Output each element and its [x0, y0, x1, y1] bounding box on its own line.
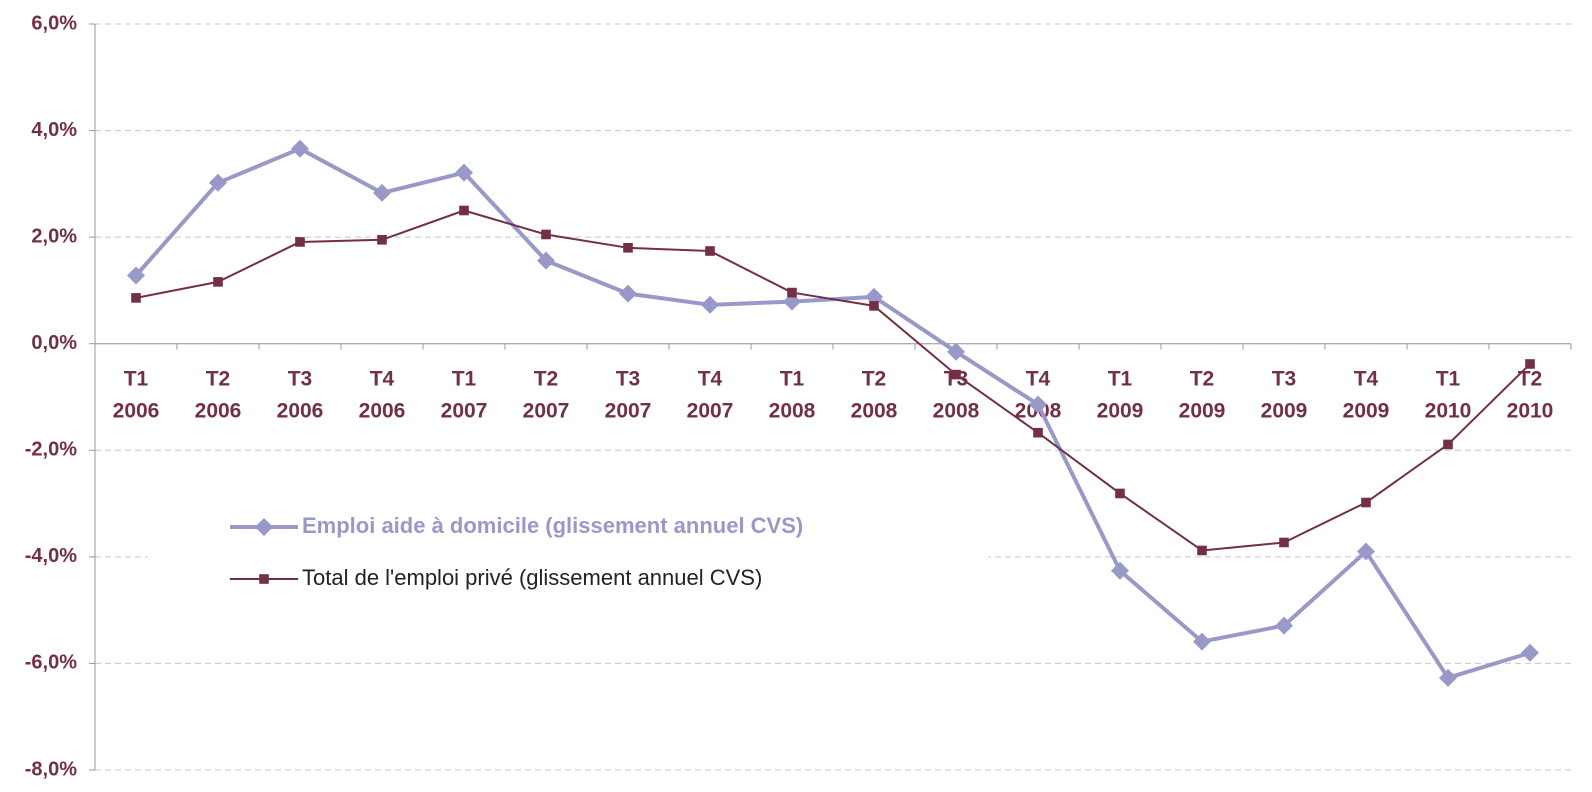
marker	[947, 342, 965, 361]
x-tick-label: T1 2007	[441, 367, 488, 422]
marker	[259, 574, 269, 584]
x-tick-label: T3 2006	[277, 367, 324, 422]
x-tick-label: T4 2006	[359, 367, 406, 422]
marker	[705, 246, 715, 256]
marker	[291, 139, 309, 158]
x-tick-label: T1 2006	[113, 367, 160, 422]
marker	[869, 301, 879, 311]
x-tick-label: T4 2009	[1343, 367, 1390, 422]
x-tick-label: T2 2010	[1507, 367, 1554, 422]
y-tick-label: -6,0%	[25, 652, 77, 674]
marker	[455, 163, 473, 182]
marker	[459, 205, 469, 216]
marker	[1279, 537, 1289, 548]
marker	[1033, 427, 1043, 438]
marker	[701, 295, 719, 314]
marker	[1197, 545, 1207, 556]
marker	[1111, 561, 1129, 580]
y-tick-label: -2,0%	[25, 439, 77, 461]
x-tick-label: T2 2008	[851, 367, 898, 422]
marker	[131, 293, 141, 303]
marker	[537, 251, 555, 270]
marker	[377, 235, 387, 245]
marker	[127, 266, 145, 285]
x-tick-label: T2 2007	[523, 367, 570, 422]
x-tick-label: T2 2006	[195, 367, 242, 422]
marker	[295, 237, 305, 247]
y-tick-label: 0,0%	[31, 332, 77, 354]
y-tick-label: -4,0%	[25, 545, 77, 567]
marker	[1525, 359, 1535, 369]
y-tick-label: 4,0%	[31, 119, 77, 141]
legend: Emploi aide à domicile (glissement annue…	[148, 500, 988, 610]
legend-label: Emploi aide à domicile (glissement annue…	[302, 513, 803, 538]
marker	[951, 369, 961, 380]
marker	[541, 229, 551, 240]
x-tick-label: T1 2010	[1425, 367, 1472, 422]
marker	[623, 243, 633, 253]
marker	[1361, 497, 1371, 508]
marker	[1357, 542, 1375, 561]
marker	[373, 183, 391, 202]
marker	[1443, 439, 1453, 450]
marker	[1521, 643, 1539, 662]
legend-box	[148, 500, 988, 610]
marker	[1275, 616, 1293, 635]
x-tick-label: T4 2007	[687, 367, 734, 422]
y-tick-label: -8,0%	[25, 758, 77, 780]
marker	[209, 173, 227, 192]
x-tick-label: T3 2009	[1261, 367, 1308, 422]
x-tick-label: T2 2009	[1179, 367, 1226, 422]
marker	[787, 287, 797, 298]
legend-label: Total de l'emploi privé (glissement annu…	[302, 565, 762, 590]
marker	[255, 518, 273, 536]
marker	[1115, 488, 1125, 499]
series-line	[135, 209, 1531, 552]
x-tick-label: T3 2007	[605, 367, 652, 422]
marker	[1439, 668, 1457, 687]
x-tick-label: T1 2009	[1097, 367, 1144, 422]
marker	[1193, 632, 1211, 651]
marker	[213, 277, 223, 287]
marker	[1029, 395, 1047, 414]
y-tick-label: 2,0%	[31, 225, 77, 247]
y-tick-label: 6,0%	[31, 12, 77, 34]
marker	[619, 284, 637, 303]
x-tick-label: T1 2008	[769, 367, 816, 422]
